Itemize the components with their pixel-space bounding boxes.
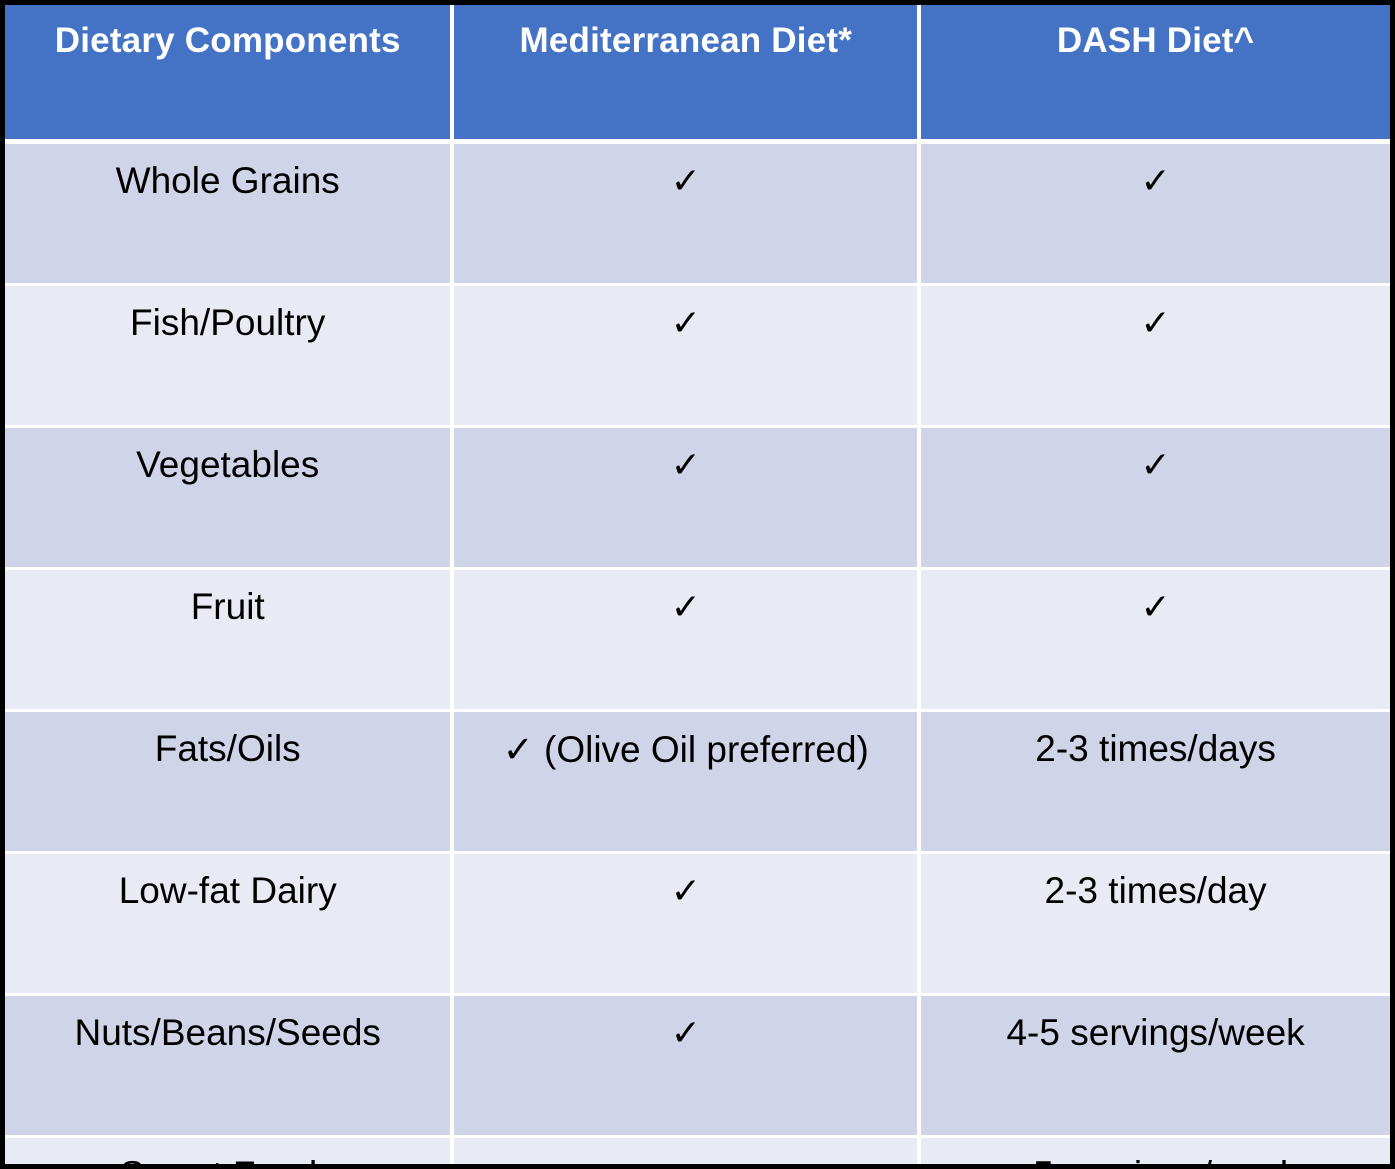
cell-mediterranean-diet: ✓ [454,570,922,712]
cell-dietary-component: Sweet Foods [5,1138,455,1164]
column-header-dash-diet: DASH Diet^ [921,5,1390,144]
cell-mediterranean-diet: ✓ [454,144,922,286]
column-header-mediterranean-diet: Mediterranean Diet* [454,5,922,144]
cell-mediterranean-diet: ✓ [454,286,922,428]
cell-mediterranean-diet: ✓ [454,854,922,996]
cell-dash-diet: ✓ [921,428,1390,570]
column-header-dietary-components: Dietary Components [5,5,455,144]
cell-dash-diet: 2-3 times/days [921,712,1390,854]
cell-mediterranean-diet: ✓ [454,428,922,570]
cell-dietary-component: Low-fat Dairy [5,854,455,996]
diet-comparison-table: Dietary Components Mediterranean Diet* D… [5,5,1390,1164]
table-row: Sweet Foods ≤5 servings/week [5,1138,1390,1164]
table-row: Vegetables ✓ ✓ [5,428,1390,570]
cell-dietary-component: Whole Grains [5,144,455,286]
cell-dash-diet: 2-3 times/day [921,854,1390,996]
cell-dash-diet: 4-5 servings/week [921,996,1390,1138]
table-row: Nuts/Beans/Seeds ✓ 4-5 servings/week [5,996,1390,1138]
cell-mediterranean-diet: ✓ (Olive Oil preferred) [454,712,922,854]
table-header: Dietary Components Mediterranean Diet* D… [5,5,1390,144]
cell-dietary-component: Vegetables [5,428,455,570]
cell-dietary-component: Fish/Poultry [5,286,455,428]
table-row: Fats/Oils ✓ (Olive Oil preferred) 2-3 time… [5,712,1390,854]
cell-dietary-component: Fats/Oils [5,712,455,854]
table-row: Fruit ✓ ✓ [5,570,1390,712]
cell-dash-diet: ✓ [921,144,1390,286]
header-row: Dietary Components Mediterranean Diet* D… [5,5,1390,144]
table-row: Fish/Poultry ✓ ✓ [5,286,1390,428]
cell-dietary-component: Nuts/Beans/Seeds [5,996,455,1138]
cell-mediterranean-diet: ✓ [454,996,922,1138]
table-body: Whole Grains ✓ ✓ Fish/Poultry ✓ ✓ Vegetables ✓ ✓… [5,144,1390,1164]
cell-dash-diet: ✓ [921,286,1390,428]
table-row: Low-fat Dairy ✓ 2-3 times/day [5,854,1390,996]
cell-dash-diet: ✓ [921,570,1390,712]
cell-mediterranean-diet [454,1138,922,1164]
cell-dash-diet: ≤5 servings/week [921,1138,1390,1164]
cell-dietary-component: Fruit [5,570,455,712]
table-row: Whole Grains ✓ ✓ [5,144,1390,286]
